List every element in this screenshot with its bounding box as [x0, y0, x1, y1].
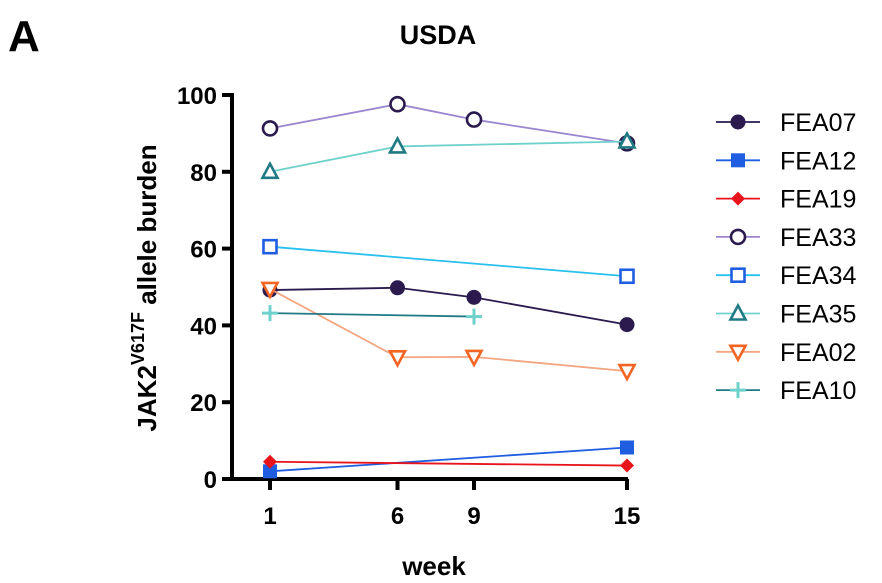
data-point-fea35 [617, 130, 637, 149]
legend-label-fea33: FEA33 [780, 224, 856, 252]
legend-marker-fea12 [731, 153, 745, 168]
data-point-fea12 [620, 440, 634, 455]
series-line-fea19 [269, 460, 628, 467]
series-line-fea10 [269, 312, 475, 318]
data-point-fea33 [261, 120, 279, 137]
y-tick-label: 100 [177, 83, 217, 110]
data-point-fea12 [263, 464, 277, 479]
legend-marker-fea34 [730, 267, 746, 284]
x-tick-label: 6 [391, 503, 404, 530]
data-point-fea07 [390, 280, 405, 296]
y-tick-label: 20 [190, 390, 217, 417]
y-axis-label-superscript: V617F [128, 312, 148, 365]
panel-label: A [8, 12, 40, 61]
legend-item-fea35: FEA35 [716, 301, 856, 329]
data-point-fea19 [263, 454, 277, 469]
legend-item-fea02: FEA02 [716, 339, 856, 367]
legend: FEA07 FEA12 FEA19 FEA33 FEA34 FEA35 FEA02 FEA10 [716, 109, 857, 405]
legend-marker-fea10 [730, 382, 746, 399]
y-axis-label-suffix: allele burden [132, 144, 162, 312]
series-line-fea02 [269, 288, 628, 372]
series-fea35 [260, 130, 637, 180]
legend-item-fea07: FEA07 [716, 109, 856, 137]
y-axis-label: JAK2V617F allele burden [128, 144, 162, 431]
data-point-fea02 [464, 349, 484, 368]
series-fea19 [263, 454, 634, 473]
series-fea33 [261, 95, 636, 152]
series-fea02 [260, 281, 637, 382]
data-point-fea10 [262, 305, 278, 322]
data-point-fea33 [389, 95, 406, 113]
legend-item-fea10: FEA10 [716, 377, 856, 405]
axes [230, 93, 628, 481]
legend-label-fea02: FEA02 [780, 339, 856, 367]
data-point-fea02 [617, 363, 637, 382]
data-point-fea34 [262, 238, 278, 255]
x-tick-label: 1 [263, 503, 276, 530]
x-tick-label: 15 [614, 503, 641, 530]
legend-item-fea19: FEA19 [716, 186, 856, 214]
legend-marker-fea02 [728, 344, 748, 363]
legend-label-fea19: FEA19 [780, 186, 856, 214]
series-line-fea07 [269, 286, 628, 326]
x-axis-label: week [401, 551, 466, 581]
series-fea07 [262, 280, 635, 333]
data-point-fea07 [619, 317, 635, 333]
y-tick-label: 40 [190, 313, 217, 340]
series-line-fea34 [269, 245, 628, 278]
x-tick-label: 9 [467, 503, 480, 530]
data-point-fea34 [619, 268, 635, 285]
y-ticks: 0 20 40 60 80 100 [177, 83, 232, 494]
data-point-fea02 [260, 281, 280, 300]
series-fea34 [262, 238, 635, 285]
legend-label-fea12: FEA12 [780, 147, 856, 175]
legend-marker-fea19 [731, 191, 745, 206]
data-point-fea07 [466, 289, 482, 305]
legend-marker-fea07 [730, 114, 746, 130]
y-tick-label: 0 [204, 467, 217, 494]
legend-item-fea34: FEA34 [716, 262, 857, 290]
data-point-fea19 [620, 458, 634, 473]
data-point-fea10 [466, 308, 482, 325]
series-line-fea35 [269, 140, 628, 173]
legend-item-fea33: FEA33 [716, 224, 856, 252]
legend-label-fea35: FEA35 [780, 301, 856, 329]
data-point-fea35 [387, 135, 408, 154]
data-point-fea33 [465, 111, 483, 128]
legend-label-fea34: FEA34 [780, 262, 857, 290]
data-point-fea35 [260, 161, 280, 180]
y-tick-label: 60 [190, 237, 217, 264]
chart-title: USDA [400, 20, 477, 50]
data-point-fea02 [387, 349, 408, 369]
series-fea10 [262, 305, 482, 325]
x-ticks: 1 6 9 15 [263, 479, 640, 530]
legend-marker-fea33 [729, 228, 747, 246]
legend-marker-fea35 [728, 302, 748, 321]
series-line-fea33 [269, 103, 628, 145]
legend-label-fea10: FEA10 [780, 377, 856, 405]
y-axis-label-prefix: JAK2 [132, 365, 162, 431]
series-line-fea12 [269, 446, 628, 473]
series-fea12 [263, 440, 634, 479]
series-layer [260, 95, 637, 479]
legend-label-fea07: FEA07 [780, 109, 856, 137]
legend-item-fea12: FEA12 [716, 147, 856, 175]
y-tick-label: 80 [190, 160, 217, 187]
